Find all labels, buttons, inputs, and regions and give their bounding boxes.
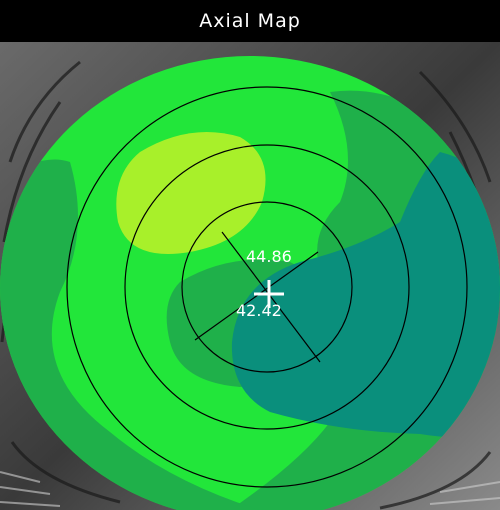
steep-axis-line <box>221 231 321 363</box>
center-marker-icon[interactable] <box>254 280 284 308</box>
measurement-rings <box>66 86 468 488</box>
topography-color-map <box>0 56 500 510</box>
steep-k-readout: 44.86 <box>246 247 292 266</box>
ring-middle <box>124 144 410 430</box>
steep-yellow-region <box>116 132 266 254</box>
flat-k-readout: 42.42 <box>236 301 282 320</box>
lower-lash-row <box>0 471 500 507</box>
window-title: Axial Map <box>199 10 301 32</box>
keratometry-axes <box>194 231 321 363</box>
ring-inner <box>181 201 353 373</box>
axial-map-canvas[interactable] <box>0 42 500 510</box>
ring-outer <box>66 86 468 488</box>
flat-axis-line <box>194 251 319 341</box>
mid-green-region-left <box>0 159 260 510</box>
axial-map-view[interactable]: 44.86 42.42 <box>0 42 500 510</box>
title-bar: Axial Map <box>0 0 500 42</box>
